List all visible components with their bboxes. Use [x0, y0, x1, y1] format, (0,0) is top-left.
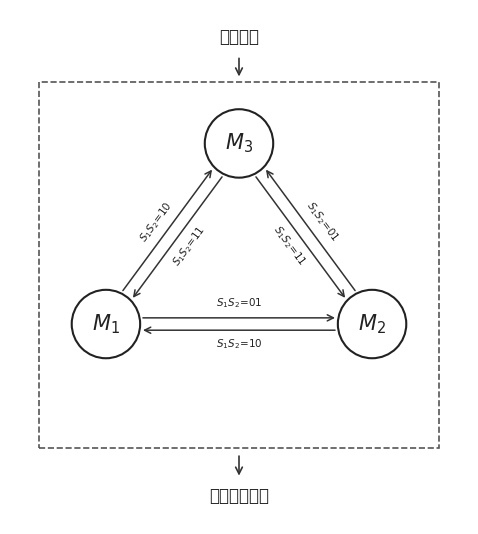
Circle shape — [338, 290, 406, 358]
Text: $\mathit{M}_1$: $\mathit{M}_1$ — [92, 312, 120, 336]
Circle shape — [72, 290, 140, 358]
Text: $S_1S_2\!=\!01$: $S_1S_2\!=\!01$ — [303, 199, 341, 245]
Text: 输出预测结果: 输出预测结果 — [209, 486, 269, 505]
Circle shape — [205, 109, 273, 178]
Text: $S_1S_2\!=\!01$: $S_1S_2\!=\!01$ — [216, 297, 262, 310]
Text: 输入数据: 输入数据 — [219, 28, 259, 46]
Text: $S_1S_2\!=\!10$: $S_1S_2\!=\!10$ — [137, 199, 175, 245]
Text: $S_1S_2\!=\!11$: $S_1S_2\!=\!11$ — [170, 223, 208, 269]
Text: $S_1S_2\!=\!11$: $S_1S_2\!=\!11$ — [270, 223, 308, 269]
Text: $S_1S_2\!=\!10$: $S_1S_2\!=\!10$ — [216, 337, 262, 351]
Bar — [39, 82, 439, 447]
Text: $\mathit{M}_2$: $\mathit{M}_2$ — [358, 312, 386, 336]
Text: $\mathit{M}_3$: $\mathit{M}_3$ — [225, 132, 253, 155]
